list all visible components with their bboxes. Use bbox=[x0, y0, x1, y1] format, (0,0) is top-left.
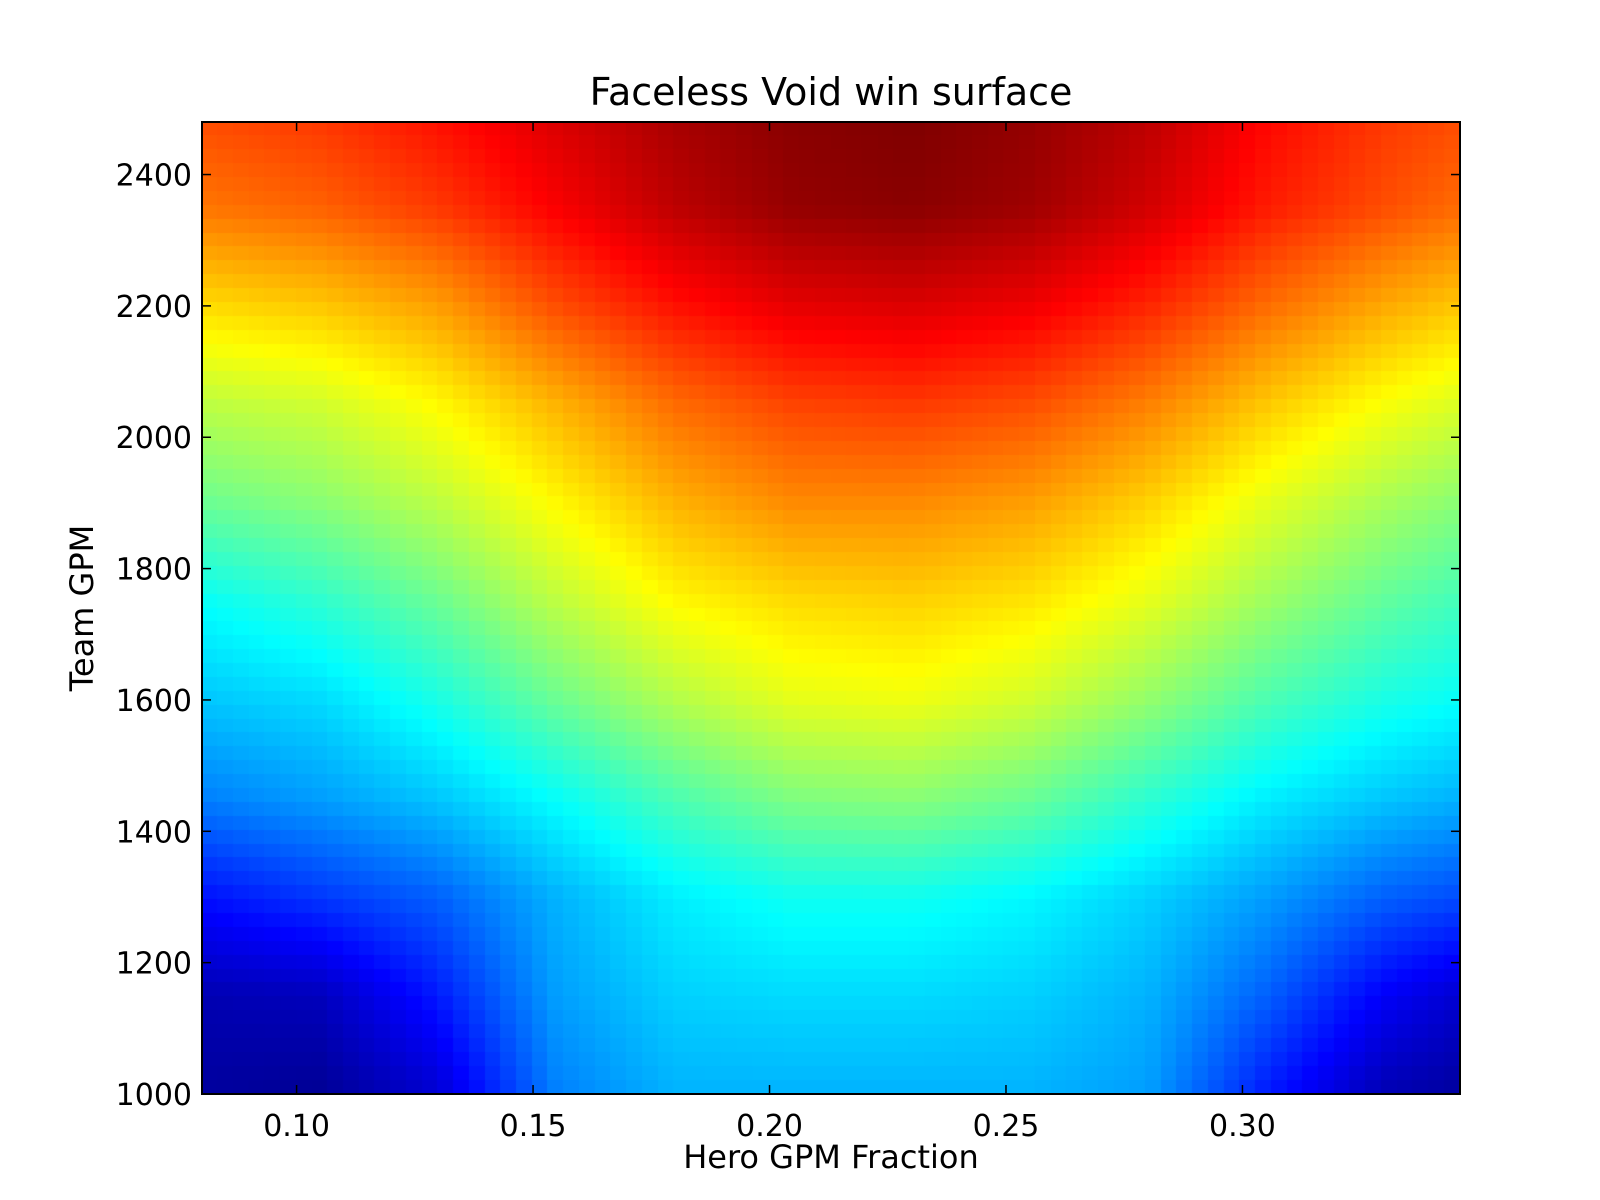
y-tick-label: 1200 bbox=[116, 947, 192, 982]
x-tick-label: 0.15 bbox=[500, 1109, 567, 1144]
y-tick-label: 1600 bbox=[116, 684, 192, 719]
x-tick-label: 0.25 bbox=[973, 1109, 1040, 1144]
y-tick-label: 2000 bbox=[116, 421, 192, 456]
plot-frame bbox=[201, 121, 1461, 1095]
y-tick-label: 1800 bbox=[116, 553, 192, 588]
chart-title: Faceless Void win surface bbox=[590, 70, 1073, 114]
x-tick-label: 0.30 bbox=[1209, 1109, 1276, 1144]
axis-ticks: 0.10 0.15 0.20 0.25 0.30 1000 1200 1400 1600 1800… bbox=[116, 122, 1460, 1144]
x-tick-label: 0.10 bbox=[263, 1109, 330, 1144]
y-tick-label: 2200 bbox=[116, 290, 192, 325]
y-tick-label: 2400 bbox=[116, 159, 192, 194]
x-axis-label: Hero GPM Fraction bbox=[683, 1138, 979, 1176]
y-tick-label: 1400 bbox=[116, 815, 192, 850]
y-axis-label: Team GPM bbox=[63, 525, 101, 692]
heatmap-image bbox=[202, 122, 1460, 1094]
x-tick-label: 0.20 bbox=[736, 1109, 803, 1144]
y-tick-label: 1000 bbox=[116, 1078, 192, 1113]
